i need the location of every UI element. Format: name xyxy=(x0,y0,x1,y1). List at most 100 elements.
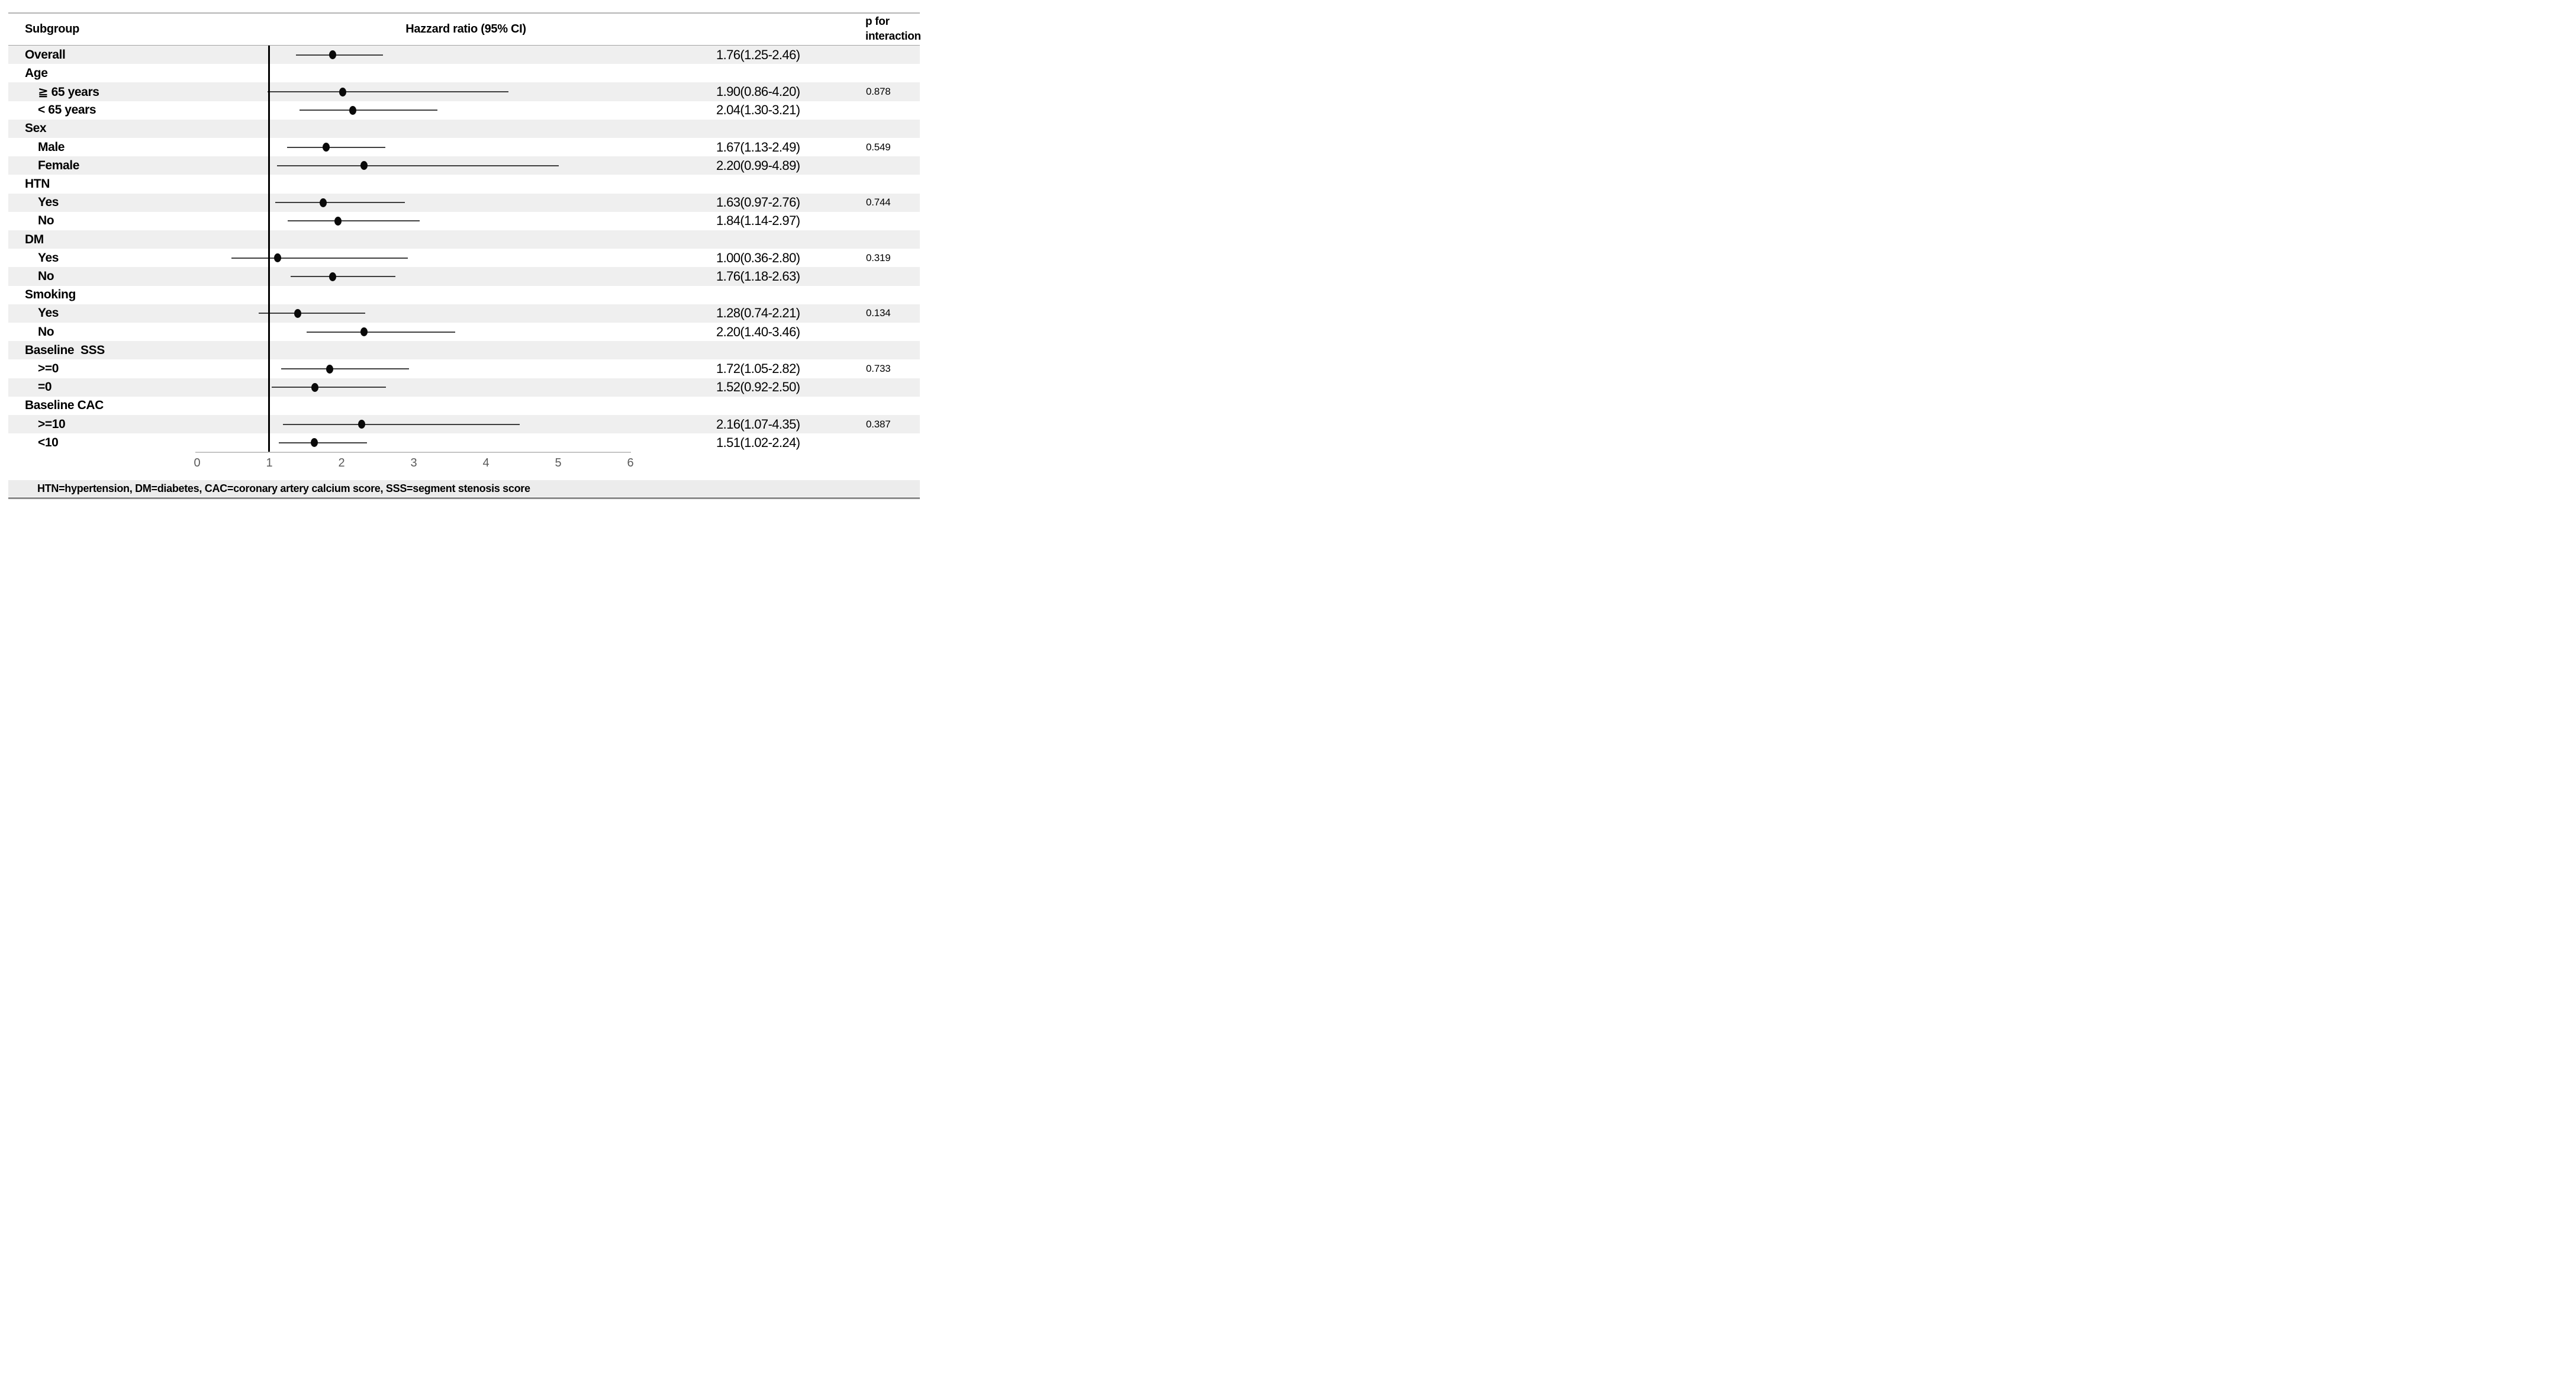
forest-row: Overall 1.76(1.25-2.46) xyxy=(8,46,920,65)
reference-line-hr1 xyxy=(268,46,270,452)
confidence-interval-line xyxy=(290,276,395,278)
forest-row: Age xyxy=(8,64,920,82)
subgroup-item-label: ≧ 65 years xyxy=(38,85,99,99)
hazard-ratio-point xyxy=(360,327,368,337)
hazard-ratio-point xyxy=(322,143,330,152)
forest-row: ≧ 65 years 1.90(0.86-4.20) 0.878 xyxy=(8,82,920,101)
forest-row: =0 1.52(0.92-2.50) xyxy=(8,378,920,397)
subgroup-item-label: No xyxy=(38,214,54,228)
subgroup-item-label: No xyxy=(38,324,54,339)
hazard-ratio-point xyxy=(334,216,342,226)
top-border-line xyxy=(8,12,920,14)
hazard-ratio-point xyxy=(358,420,365,429)
hazard-ratio-point xyxy=(360,161,368,171)
subgroup-item-label: Male xyxy=(38,140,65,154)
abbreviation-note: HTN=hypertension, DM=diabetes, CAC=coron… xyxy=(37,482,530,494)
x-axis-tick-label: 5 xyxy=(555,456,562,469)
subgroup-item-label: Yes xyxy=(38,250,59,265)
forest-row: Sex xyxy=(8,119,920,139)
hazard-ratio-point xyxy=(311,382,319,392)
x-axis-tick-label: 2 xyxy=(338,456,345,469)
subgroup-item-label: =0 xyxy=(38,380,52,394)
x-axis-tick-label: 4 xyxy=(482,456,490,469)
column-header-p-interaction: p for interaction xyxy=(865,14,928,44)
confidence-interval-line xyxy=(259,313,365,314)
hazard-ratio-value: 1.28(0.74-2.21) xyxy=(716,305,800,321)
confidence-interval-line xyxy=(275,202,405,204)
forest-plot-rows: Overall 1.76(1.25-2.46) Age ≧ 65 years 1.90(… xyxy=(0,0,928,503)
forest-row: DM xyxy=(8,230,920,249)
confidence-interval-line xyxy=(281,368,410,370)
hazard-ratio-value: 1.51(1.02-2.24) xyxy=(716,435,800,450)
subgroup-category-label: DM xyxy=(25,232,44,246)
hazard-ratio-value: 1.67(1.13-2.49) xyxy=(716,139,800,155)
confidence-interval-line xyxy=(295,54,384,56)
hazard-ratio-point xyxy=(294,308,302,318)
x-axis-tick-label: 0 xyxy=(194,456,201,469)
forest-row: <10 1.51(1.02-2.24) xyxy=(8,433,920,452)
hazard-ratio-value: 1.76(1.18-2.63) xyxy=(716,269,800,284)
subgroup-category-label: Age xyxy=(25,66,48,80)
column-header-subgroup: Subgroup xyxy=(25,22,80,36)
x-axis-line xyxy=(195,452,631,453)
p-interaction-value: 0.744 xyxy=(866,197,891,208)
subgroup-item-label: <10 xyxy=(38,435,59,449)
hazard-ratio-point xyxy=(339,87,346,97)
x-axis-tick-label: 6 xyxy=(627,456,634,469)
subgroup-item-label: Yes xyxy=(38,306,59,320)
bottom-border-line xyxy=(8,497,920,499)
hazard-ratio-value: 1.84(1.14-2.97) xyxy=(716,213,800,229)
hazard-ratio-value: 1.63(0.97-2.76) xyxy=(716,195,800,210)
confidence-interval-line xyxy=(282,423,520,425)
subgroup-item-label: >=0 xyxy=(38,362,59,376)
forest-row: Baseline CAC xyxy=(8,397,920,415)
subgroup-category-label: Sex xyxy=(25,121,47,136)
subgroup-category-label: Smoking xyxy=(25,288,76,302)
hazard-ratio-point xyxy=(311,438,318,448)
forest-row: Yes 1.63(0.97-2.76) 0.744 xyxy=(8,193,920,212)
forest-row: Yes 1.28(0.74-2.21) 0.134 xyxy=(8,304,920,323)
hazard-ratio-value: 1.90(0.86-4.20) xyxy=(716,84,800,99)
confidence-interval-line xyxy=(267,91,509,92)
hazard-ratio-value: 2.20(0.99-4.89) xyxy=(716,157,800,173)
p-interaction-value: 0.319 xyxy=(866,252,891,263)
confidence-interval-line xyxy=(231,257,408,259)
subgroup-item-label: Female xyxy=(38,158,79,172)
forest-row: No 1.76(1.18-2.63) xyxy=(8,267,920,286)
forest-row: Female 2.20(0.99-4.89) xyxy=(8,156,920,175)
confidence-interval-line xyxy=(286,146,385,148)
confidence-interval-line xyxy=(276,165,559,166)
forest-plot-figure: Subgroup Hazzard ratio (95% CI) p for in… xyxy=(0,0,928,503)
forest-row: Male 1.67(1.13-2.49) 0.549 xyxy=(8,138,920,156)
forest-row: < 65 years 2.04(1.30-3.21) xyxy=(8,101,920,120)
hazard-ratio-value: 2.04(1.30-3.21) xyxy=(716,102,800,118)
hazard-ratio-value: 1.76(1.25-2.46) xyxy=(716,47,800,62)
p-interaction-value: 0.549 xyxy=(866,141,891,153)
hazard-ratio-point xyxy=(326,364,333,374)
forest-row: Yes 1.00(0.36-2.80) 0.319 xyxy=(8,249,920,267)
hazard-ratio-point xyxy=(329,272,336,281)
footnote-band: HTN=hypertension, DM=diabetes, CAC=coron… xyxy=(8,480,920,497)
hazard-ratio-value: 2.20(1.40-3.46) xyxy=(716,324,800,339)
column-header-hazard-ratio: Hazzard ratio (95% CI) xyxy=(405,22,526,36)
forest-row: >=0 1.72(1.05-2.82) 0.733 xyxy=(8,359,920,378)
forest-row: No 1.84(1.14-2.97) xyxy=(8,212,920,230)
forest-row: No 2.20(1.40-3.46) xyxy=(8,323,920,341)
x-axis-tick-label: 1 xyxy=(266,456,273,469)
p-interaction-value: 0.878 xyxy=(866,86,891,97)
p-header-line2: interaction xyxy=(865,30,921,43)
hazard-ratio-point xyxy=(274,253,281,263)
x-axis-tick-label: 3 xyxy=(410,456,417,469)
subgroup-item-label: >=10 xyxy=(38,417,66,431)
p-interaction-value: 0.733 xyxy=(866,363,891,375)
subgroup-category-label: Overall xyxy=(25,47,66,62)
forest-row: HTN xyxy=(8,175,920,193)
subgroup-item-label: Yes xyxy=(38,195,59,210)
confidence-interval-line xyxy=(279,442,368,443)
hazard-ratio-value: 1.72(1.05-2.82) xyxy=(716,361,800,377)
hazard-ratio-point xyxy=(319,198,327,207)
confidence-interval-line xyxy=(299,110,437,111)
forest-row: Baseline SSS xyxy=(8,341,920,360)
p-interaction-value: 0.134 xyxy=(866,307,891,319)
forest-row: Smoking xyxy=(8,286,920,304)
